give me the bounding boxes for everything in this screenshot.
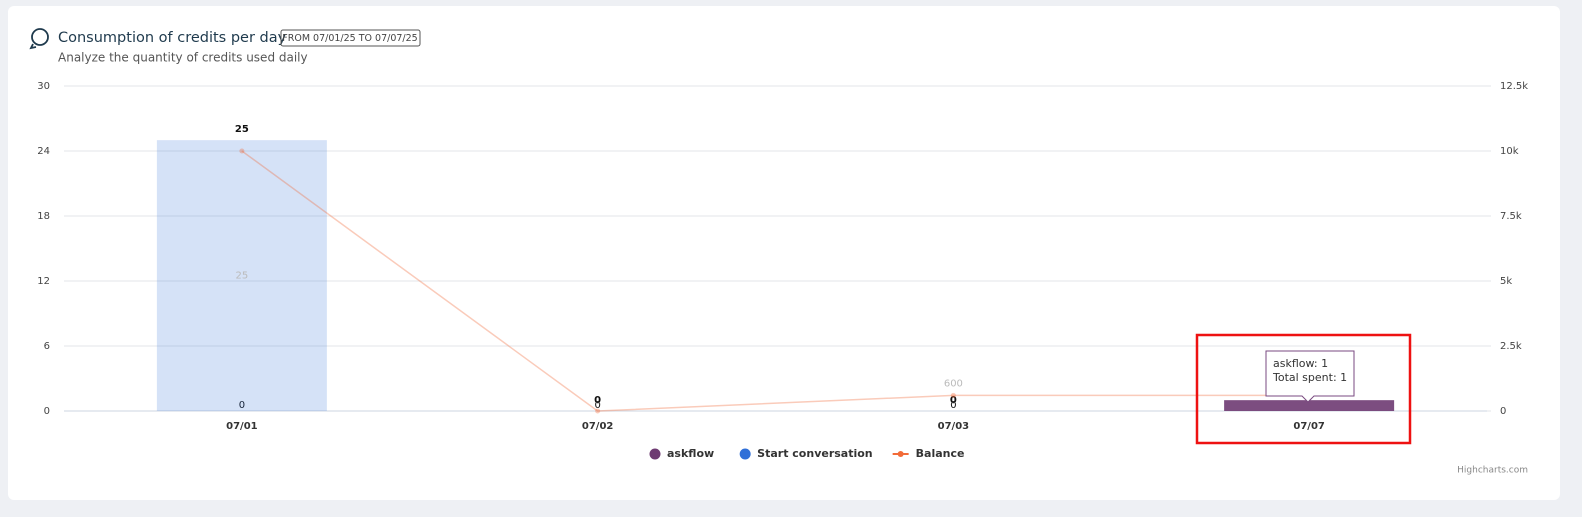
date-badge (280, 29, 421, 47)
y-tick-label: 12 (37, 276, 50, 287)
date-badge-text: FROM 07/01/25 TO 07/07/25 (282, 33, 417, 44)
y2-tick-label: 0 (1500, 406, 1506, 417)
whatsapp-icon (29, 28, 49, 50)
stack-total: 0 (950, 395, 957, 406)
tooltip-box (1265, 350, 1355, 403)
bar (1224, 400, 1395, 411)
y-tick-label: 30 (37, 81, 50, 92)
line (241, 150, 1310, 412)
y2-tick-label: 5k (1500, 276, 1512, 287)
y-tick-label: 24 (37, 146, 50, 157)
tooltip-text: Total spent: 1 (1272, 371, 1347, 384)
stack-total: 25 (235, 124, 249, 135)
data-label: 0 (594, 396, 600, 407)
legend-marker (739, 448, 751, 460)
x-tick-label: 07/02 (582, 421, 614, 432)
y-tick-label: 18 (37, 211, 50, 222)
data-label: 0 (239, 400, 245, 411)
tooltip-text: askflow: 1 (1273, 357, 1328, 370)
stack-total: 0 (594, 395, 601, 406)
y-tick-label: 6 (44, 341, 50, 352)
legend-item[interactable]: Balance (892, 447, 965, 460)
y2-tick-label: 7.5k (1500, 211, 1522, 222)
credits: Highcharts.com (1457, 466, 1528, 476)
legend-label: askflow (667, 447, 714, 460)
x-tick-label: 07/07 (1293, 421, 1325, 432)
legend-marker (649, 448, 661, 460)
legend-label: Start conversation (757, 447, 872, 460)
legend-marker (897, 451, 904, 457)
chart-title: Consumption of credits per day (58, 30, 287, 46)
legend-item[interactable]: Start conversation (739, 447, 873, 460)
highlight-box (1195, 333, 1412, 445)
legend-item[interactable]: askflow (649, 447, 715, 460)
line-point (595, 408, 601, 414)
y2-tick-label: 2.5k (1500, 341, 1522, 352)
y-tick-label: 0 (44, 406, 50, 417)
line-point (239, 148, 245, 154)
data-label: 0 (950, 396, 956, 407)
y2-tick-label: 10k (1500, 146, 1519, 157)
data-label: 0 (950, 400, 956, 411)
bar (156, 140, 327, 411)
data-label: 0 (594, 400, 600, 411)
card (8, 6, 1560, 500)
data-label: 25 (236, 271, 249, 282)
subtitle: Analyze the quantity of credits used dai… (58, 51, 308, 65)
data-label: 600 (944, 378, 963, 389)
line-point (950, 392, 956, 398)
x-tick-label: 07/01 (226, 421, 258, 432)
legend-label: Balance (916, 447, 965, 460)
x-tick-label: 07/03 (938, 421, 970, 432)
y2-tick-label: 12.5k (1500, 81, 1528, 92)
